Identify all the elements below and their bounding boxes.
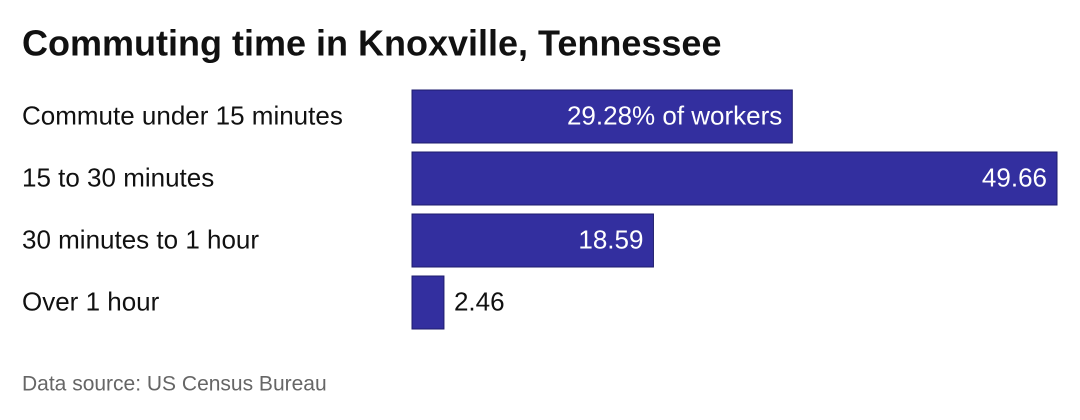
value-label: 29.28% of workers (567, 100, 782, 130)
category-label: Over 1 hour (22, 286, 160, 316)
category-label: 15 to 30 minutes (22, 162, 214, 192)
bar (411, 275, 445, 330)
chart-title: Commuting time in Knoxville, Tennessee (22, 23, 721, 64)
bar (411, 89, 793, 144)
bar (411, 151, 1058, 206)
value-label: 49.66 (982, 162, 1047, 192)
bar (411, 213, 654, 268)
value-label: 2.46 (454, 286, 505, 316)
category-label: 30 minutes to 1 hour (22, 224, 259, 254)
value-label: 18.59 (578, 224, 643, 254)
category-label: Commute under 15 minutes (22, 100, 343, 130)
source-note: Data source: US Census Bureau (22, 373, 327, 396)
